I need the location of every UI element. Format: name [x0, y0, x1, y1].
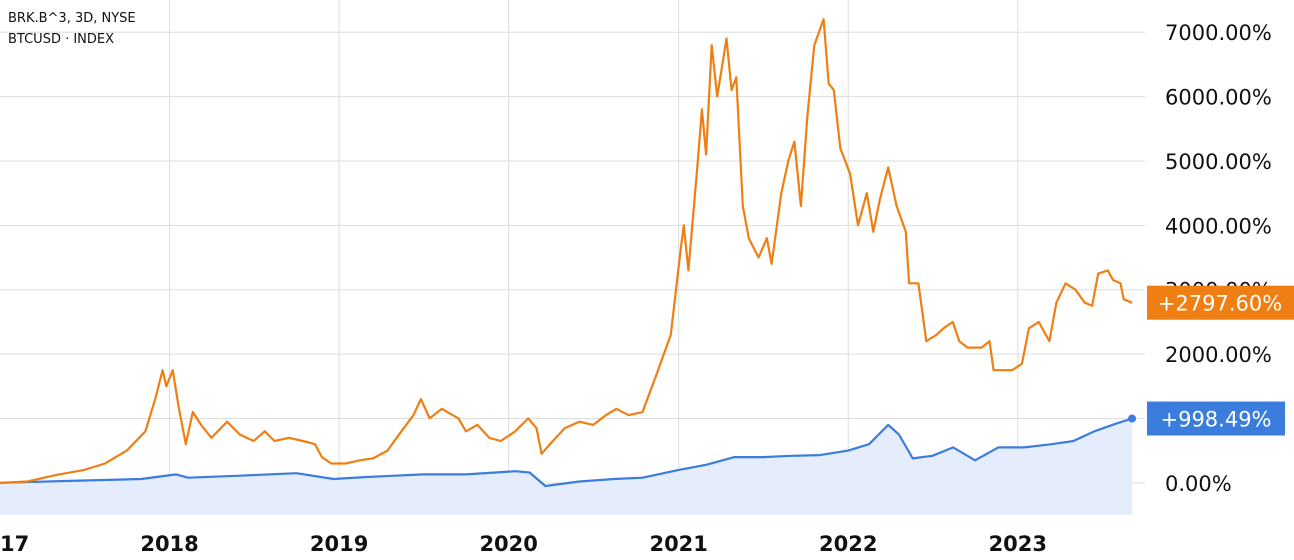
y-tick-label: 4000.00%	[1165, 214, 1272, 238]
y-tick-label: 6000.00%	[1165, 86, 1272, 110]
x-tick-label: 2018	[140, 532, 198, 556]
x-tick-label: 2023	[989, 532, 1047, 556]
legend-series-brk: BRK.B^3, 3D, NYSE	[8, 11, 136, 26]
y-tick-label: 2000.00%	[1165, 343, 1272, 367]
x-tick-label: 17	[0, 532, 29, 556]
y-tick-label: 7000.00%	[1165, 21, 1272, 45]
chart-grid	[0, 0, 1145, 515]
x-tick-label: 2021	[649, 532, 707, 556]
brk-last-value-badge: +998.49%	[1147, 401, 1285, 436]
btc-last-value-badge: +2797.60%	[1147, 285, 1294, 320]
brk-last-value-text: +998.49%	[1160, 408, 1271, 432]
brk-series-line	[0, 417, 1133, 488]
x-tick-label: 2019	[310, 532, 368, 556]
brk-last-point	[1128, 414, 1137, 423]
x-axis-labels: 17 2018 2019 2020 2021 2022 2023	[0, 532, 1047, 556]
btc-series-line	[0, 18, 1133, 484]
y-tick-label: 0.00%	[1165, 472, 1232, 496]
x-tick-label: 2020	[479, 532, 537, 556]
chart-legend: BRK.B^3, 3D, NYSE BTCUSD · INDEX	[8, 8, 136, 50]
btc-last-value-text: +2797.60%	[1158, 292, 1282, 316]
legend-series-btc: BTCUSD · INDEX	[8, 32, 115, 47]
x-tick-label: 2022	[819, 532, 877, 556]
y-tick-label: 5000.00%	[1165, 150, 1272, 174]
brk-area-fill	[0, 418, 1133, 515]
